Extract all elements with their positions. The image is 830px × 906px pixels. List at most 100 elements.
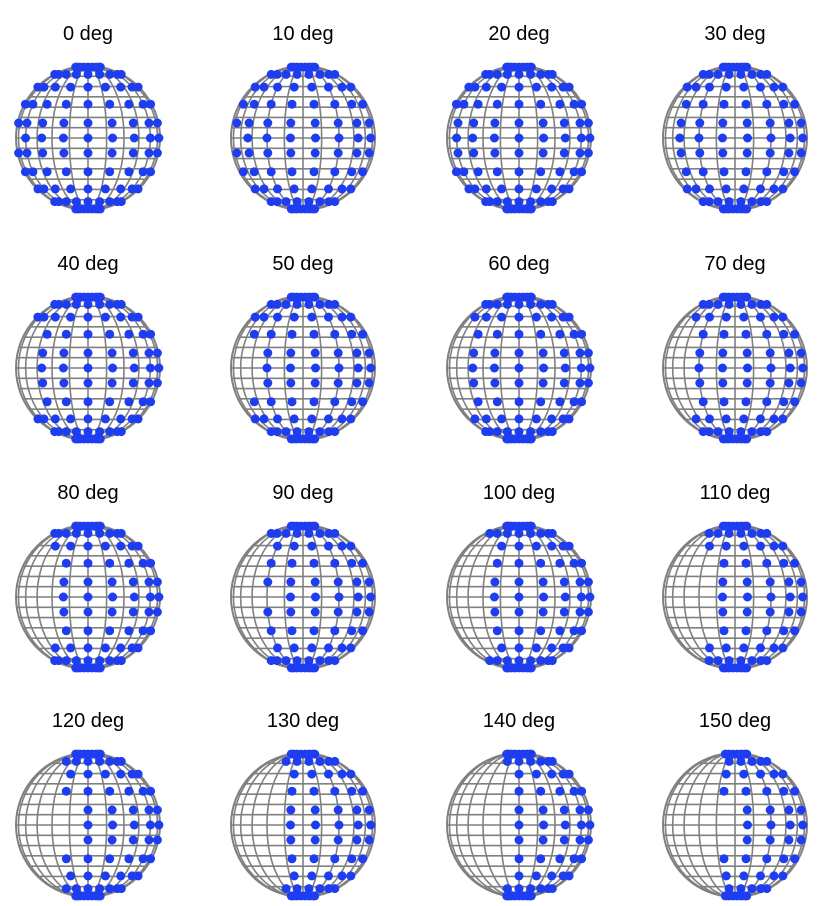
data-point <box>124 99 134 109</box>
data-point <box>547 82 557 92</box>
data-point <box>489 363 499 373</box>
data-point <box>83 805 93 815</box>
data-point <box>352 607 362 617</box>
data-point <box>682 82 692 92</box>
data-point <box>83 854 93 864</box>
data-point <box>742 805 752 815</box>
panel: 10 deg <box>230 23 376 214</box>
data-point <box>347 397 357 407</box>
data-point <box>514 427 524 437</box>
data-point <box>66 82 76 92</box>
data-point <box>742 749 752 759</box>
data-point <box>721 541 731 551</box>
data-point <box>310 348 320 358</box>
data-point <box>536 854 546 864</box>
data-point <box>337 541 347 551</box>
data-point <box>514 607 524 617</box>
panel-title: 50 deg <box>272 253 333 275</box>
data-point <box>83 528 93 538</box>
data-point <box>490 148 500 158</box>
data-point <box>71 884 81 894</box>
data-point <box>547 312 557 322</box>
data-point <box>559 577 569 587</box>
data-point <box>250 312 260 322</box>
data-point <box>492 197 502 207</box>
data-point <box>107 378 117 388</box>
data-point <box>95 292 105 302</box>
data-point <box>497 541 507 551</box>
data-point <box>691 414 701 424</box>
data-point <box>514 312 524 322</box>
data-point <box>559 607 569 617</box>
data-point <box>778 184 788 194</box>
data-point <box>133 871 143 881</box>
data-point <box>83 348 93 358</box>
data-point <box>366 133 376 143</box>
data-point <box>547 643 557 653</box>
data-point <box>38 378 48 388</box>
data-point <box>83 756 93 766</box>
data-point <box>526 434 536 444</box>
data-point <box>83 643 93 653</box>
data-point <box>698 167 708 177</box>
data-point <box>83 656 93 666</box>
data-point <box>531 769 541 779</box>
data-point <box>765 348 775 358</box>
data-point <box>289 82 299 92</box>
data-point <box>54 656 64 666</box>
data-point <box>39 312 49 322</box>
data-point <box>514 329 524 339</box>
data-point <box>286 749 296 759</box>
data-point <box>107 835 117 845</box>
data-point <box>116 427 126 437</box>
data-point <box>83 329 93 339</box>
data-point <box>61 397 71 407</box>
data-point <box>762 756 772 766</box>
data-point <box>152 577 162 587</box>
point-cloud <box>263 521 376 673</box>
point-cloud <box>249 292 376 444</box>
data-point <box>292 299 302 309</box>
data-point <box>796 118 806 128</box>
data-point <box>100 312 110 322</box>
data-point <box>756 414 765 424</box>
data-point <box>583 805 593 815</box>
data-point <box>503 749 513 759</box>
data-point <box>309 329 319 339</box>
data-point <box>470 414 480 424</box>
data-point <box>497 184 507 194</box>
data-point <box>473 329 483 339</box>
data-point <box>146 99 156 109</box>
panel: 120 deg <box>15 710 164 901</box>
data-point <box>346 82 356 92</box>
data-point <box>71 656 81 666</box>
data-point <box>514 558 524 568</box>
data-point <box>61 197 71 207</box>
data-point <box>681 167 691 177</box>
data-point <box>152 348 162 358</box>
data-point <box>736 299 746 309</box>
data-point <box>116 769 126 779</box>
data-point <box>489 133 499 143</box>
data-point <box>281 299 291 309</box>
data-point <box>54 69 64 79</box>
data-point <box>145 820 155 830</box>
data-point <box>547 299 557 309</box>
data-point <box>514 769 524 779</box>
data-point <box>790 626 800 636</box>
data-point <box>346 871 356 881</box>
point-cloud <box>719 749 808 901</box>
data-point <box>307 769 317 779</box>
data-point <box>263 118 273 128</box>
data-point <box>492 656 502 666</box>
data-point <box>576 592 586 602</box>
data-point <box>95 62 105 72</box>
data-point <box>698 329 708 339</box>
point-cloud <box>451 62 595 214</box>
data-point <box>116 197 126 207</box>
data-point <box>547 884 557 894</box>
data-point <box>473 167 483 177</box>
data-point <box>769 184 779 194</box>
data-point <box>358 397 368 407</box>
data-point <box>564 312 574 322</box>
